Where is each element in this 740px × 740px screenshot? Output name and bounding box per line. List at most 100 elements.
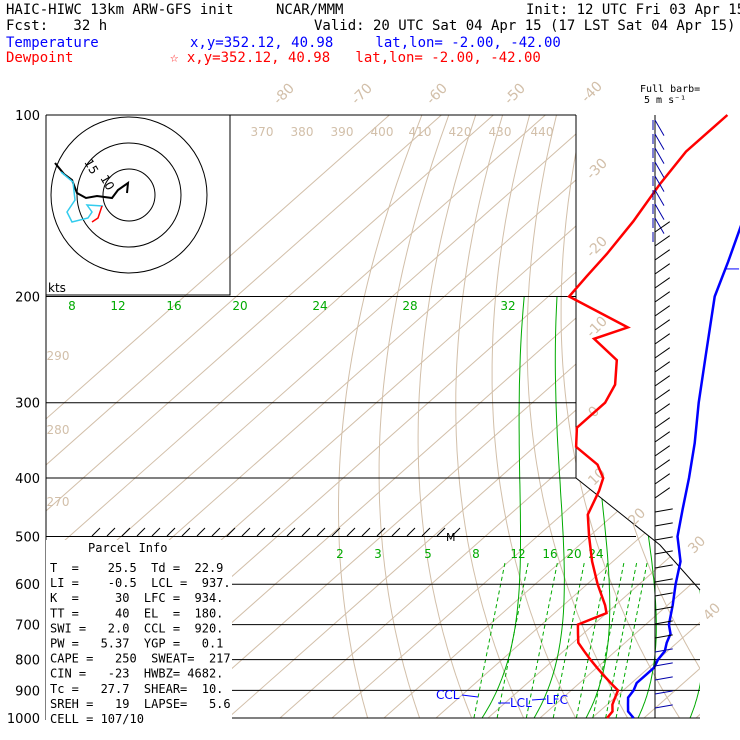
hatch-mark — [301, 527, 311, 537]
dewpoint-legend: Dewpoint — [6, 50, 74, 66]
wind-barb — [654, 536, 673, 541]
wind-barb — [654, 459, 671, 471]
wind-barb — [654, 690, 673, 695]
hodograph-trace-low — [60, 171, 104, 223]
isotherm-label: -20 — [583, 233, 610, 260]
wind-barb — [654, 319, 671, 331]
hatch-mark — [421, 527, 431, 537]
wind-barb — [654, 473, 671, 485]
mixing-ratio-label: 3 — [374, 547, 382, 561]
wind-barb — [654, 147, 665, 164]
parcel-info-row: Tc = 27.7 SHEAR= 10. — [50, 682, 223, 696]
wind-barb — [654, 235, 671, 247]
wind-barb — [654, 347, 671, 359]
pressure-tick-label: 100 — [15, 109, 40, 124]
temperature-profile — [626, 224, 740, 719]
wind-barb — [654, 662, 673, 667]
wind-barb — [654, 634, 673, 639]
wind-barb — [654, 445, 671, 457]
pressure-tick-label: 200 — [15, 291, 40, 306]
parcel-info-row: TT = 40 EL = 180. — [50, 606, 223, 620]
mixing-ratio-label: 28 — [402, 299, 417, 313]
wind-barb — [654, 249, 671, 261]
hodograph-ring-label: 10 — [97, 173, 117, 193]
pressure-tick-label: 1000 — [7, 712, 40, 727]
pressure-tick-label: 800 — [15, 654, 40, 669]
theta-label: 390 — [331, 125, 354, 139]
mixing-ratio-label: 12 — [110, 299, 125, 313]
parcel-info-row: CIN = -23 HWBZ= 4682. — [50, 667, 223, 681]
isotherm-line — [695, 115, 700, 719]
wind-barb — [654, 403, 671, 415]
isotherm-label: 10 — [585, 465, 609, 489]
mixing-ratio-line — [525, 561, 559, 719]
parcel-info-row: T = 25.5 Td = 22.9 — [50, 561, 223, 575]
mixing-ratio-line — [575, 561, 609, 719]
wind-barb — [654, 704, 673, 709]
lcl-label: LCL — [510, 696, 532, 710]
isotherm-label: -50 — [501, 80, 528, 107]
hodograph-ring — [76, 142, 182, 248]
wind-barb — [654, 564, 673, 569]
dry-adiabat-line — [593, 115, 700, 719]
isotherm-line — [175, 115, 700, 719]
hatch-mark — [346, 527, 356, 537]
hatch-mark — [316, 527, 326, 537]
moist-adiabat-line — [687, 296, 700, 719]
theta-label: 270 — [47, 495, 70, 509]
hatch-mark — [196, 527, 206, 537]
isotherm-label: -60 — [423, 80, 450, 107]
ccl-marker — [461, 694, 479, 698]
mixing-ratio-label: 5 — [424, 547, 432, 561]
mixing-ratio-line — [592, 561, 625, 719]
hatch-mark — [226, 527, 236, 537]
hatch-mark — [241, 527, 251, 537]
dewpoint-profile — [567, 114, 729, 719]
forecast-hour: Fcst: 32 h — [6, 18, 108, 34]
theta-label: 280 — [47, 423, 70, 437]
dry-adiabat-line — [716, 115, 740, 718]
mixing-ratio-label: 24 — [312, 299, 327, 313]
theta-label: 410 — [409, 125, 432, 139]
hodograph-ring-label: 15 — [81, 157, 101, 177]
init-time: Init: 12 UTC Fri 03 Apr 15 — [526, 2, 740, 18]
pressure-tick-label: 900 — [15, 684, 40, 699]
dry-adiabat-line — [338, 115, 423, 719]
wind-barb — [654, 375, 671, 387]
hatch-mark — [91, 527, 101, 537]
model-title: HAIC-HIWC 13km ARW-GFS init — [6, 2, 234, 18]
hatch-mark — [181, 527, 191, 537]
wind-barb — [654, 263, 671, 275]
isotherm-label: 40 — [700, 600, 724, 624]
isotherm-line — [227, 115, 700, 719]
wind-barb — [654, 417, 671, 429]
pressure-tick-label: 500 — [15, 530, 40, 545]
isotherm-line — [539, 115, 700, 719]
wind-barb — [654, 119, 665, 136]
isotherm-line — [435, 115, 700, 719]
mixing-ratio-line — [473, 561, 506, 719]
mixing-ratio-label: 16 — [542, 547, 557, 561]
theta-label: 420 — [449, 125, 472, 139]
mixing-ratio-line — [605, 561, 638, 719]
lfc-marker — [531, 698, 547, 701]
hatch-mark — [406, 527, 416, 537]
wind-barb — [654, 389, 671, 401]
hodograph-ring — [50, 116, 208, 274]
parcel-info-row: K = 30 LFC = 934. — [50, 591, 223, 605]
hatch-mark — [166, 527, 176, 537]
hatch-mark — [256, 527, 266, 537]
wind-barb — [654, 620, 673, 625]
moist-adiabat-line — [585, 296, 611, 719]
isotherm-line — [46, 115, 598, 719]
dry-adiabat-line — [417, 115, 477, 719]
dry-adiabat-line — [491, 115, 577, 719]
wind-barb — [654, 189, 665, 206]
hatch-mark — [391, 527, 401, 537]
pressure-tick-label: 700 — [15, 619, 40, 634]
parcel-info-row: LI = -0.5 LCL = 937. — [50, 576, 231, 590]
isotherm-line — [591, 115, 700, 719]
hatch-mark — [151, 527, 161, 537]
mixing-ratio-line — [552, 561, 586, 719]
